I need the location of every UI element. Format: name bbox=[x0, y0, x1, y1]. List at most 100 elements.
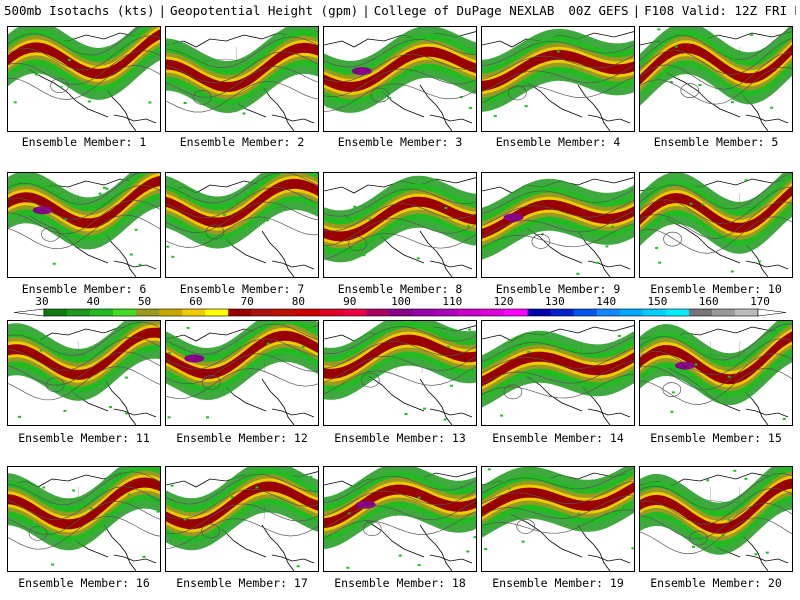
height-contour bbox=[324, 475, 476, 503]
coastline-east bbox=[103, 524, 137, 571]
height-contour bbox=[166, 186, 318, 219]
coastline-east bbox=[419, 230, 453, 277]
isotach-jet bbox=[166, 27, 318, 115]
isotach-speck bbox=[89, 507, 93, 510]
isotach-band-70kt bbox=[482, 46, 634, 94]
isotach-band-80kt bbox=[8, 327, 160, 380]
isotach-speck bbox=[301, 345, 305, 348]
isotach-band-80kt bbox=[324, 46, 476, 92]
isotach-speck bbox=[671, 391, 675, 394]
isotach-speck bbox=[580, 34, 584, 37]
isotach-speck bbox=[468, 106, 472, 109]
member-map-svg bbox=[482, 177, 634, 277]
closed-low-contour bbox=[516, 519, 536, 534]
height-contour bbox=[8, 50, 160, 86]
isotach-speck bbox=[444, 206, 448, 209]
isotach-speck bbox=[326, 105, 330, 108]
isotach-speck bbox=[129, 253, 133, 256]
height-contour bbox=[640, 353, 792, 391]
isotach-speck bbox=[617, 334, 621, 337]
coastline-east bbox=[261, 230, 295, 277]
height-contour bbox=[482, 199, 634, 227]
isotach-speck bbox=[541, 339, 545, 342]
isotach-speck bbox=[124, 376, 128, 379]
title-run: 00Z GEFS bbox=[568, 3, 629, 18]
height-contour bbox=[8, 486, 160, 520]
height-contour bbox=[640, 186, 792, 225]
isotach-speck bbox=[698, 66, 702, 69]
coastline-west bbox=[27, 68, 109, 118]
isotach-speck bbox=[566, 75, 570, 78]
isotach-speck bbox=[368, 218, 372, 221]
isotach-speck bbox=[170, 484, 174, 487]
height-contour bbox=[640, 38, 792, 75]
isotach-speck bbox=[493, 114, 497, 117]
isotach-speck bbox=[67, 357, 71, 360]
isotach-speck bbox=[242, 112, 246, 115]
height-contour bbox=[166, 338, 318, 370]
closed-low-contour bbox=[507, 85, 527, 101]
isotach-speck bbox=[772, 372, 776, 375]
isotach-jet bbox=[640, 27, 792, 109]
height-contour bbox=[482, 509, 634, 534]
isotach-band-80kt bbox=[8, 477, 160, 530]
height-contour bbox=[640, 517, 792, 554]
coastline-gulf bbox=[113, 260, 157, 270]
isotach-speck bbox=[537, 371, 541, 373]
colorbar-swatch bbox=[389, 309, 413, 316]
isotach-speck bbox=[277, 499, 281, 502]
height-contour bbox=[8, 65, 160, 100]
height-contour bbox=[482, 335, 634, 363]
colorbar-swatch bbox=[205, 309, 229, 316]
colorbar-tick-label: 90 bbox=[343, 295, 357, 308]
isotach-speck bbox=[171, 255, 175, 258]
ensemble-member-map bbox=[639, 172, 793, 278]
isotach-jet bbox=[8, 321, 160, 418]
isotach-speck bbox=[701, 203, 705, 206]
member-map-svg bbox=[482, 28, 634, 131]
isotach-jet bbox=[8, 467, 160, 566]
height-contours bbox=[482, 189, 634, 249]
isotach-band-70kt bbox=[8, 324, 160, 383]
height-contour bbox=[166, 201, 318, 233]
isotach-band-80kt bbox=[324, 484, 476, 529]
isotach-speck bbox=[447, 328, 451, 331]
coastline-gulf bbox=[745, 408, 789, 418]
height-contours bbox=[640, 473, 792, 554]
isotach-speck bbox=[42, 486, 46, 489]
height-contours bbox=[8, 471, 160, 550]
isotach-speck bbox=[63, 409, 67, 412]
colorbar-swatch bbox=[458, 309, 482, 316]
ensemble-member-label: Ensemble Member: 10 bbox=[650, 282, 782, 296]
height-contour bbox=[640, 27, 792, 61]
isotach-speck bbox=[577, 512, 581, 515]
ensemble-member-label: Ensemble Member: 2 bbox=[179, 135, 305, 149]
colorbar-swatch bbox=[251, 309, 275, 316]
isotach-speck bbox=[353, 205, 357, 208]
height-contours bbox=[166, 36, 318, 113]
closed-low-contour bbox=[348, 236, 367, 252]
height-contour bbox=[482, 223, 634, 248]
height-contour bbox=[166, 216, 318, 248]
isotach-jet bbox=[166, 467, 318, 568]
ensemble-member-label: Ensemble Member: 8 bbox=[337, 282, 463, 296]
height-contour bbox=[8, 336, 160, 371]
isotach-speck bbox=[510, 233, 514, 236]
coastline-gulf bbox=[113, 114, 157, 124]
isotach-speck bbox=[423, 407, 427, 410]
isotach-speck bbox=[362, 254, 366, 257]
isotach-jet bbox=[8, 27, 160, 104]
isotach-band-80kt bbox=[8, 29, 160, 79]
coastline-north bbox=[482, 325, 634, 342]
ensemble-member-map bbox=[323, 320, 477, 426]
height-contour bbox=[166, 51, 318, 83]
isotach-speck bbox=[497, 393, 501, 396]
isotach-band-60kt bbox=[482, 42, 634, 98]
coastline-east bbox=[577, 84, 611, 131]
colorbar-swatch bbox=[435, 309, 459, 316]
isotach-speck bbox=[529, 467, 533, 470]
ensemble-member-label: Ensemble Member: 1 bbox=[21, 135, 147, 149]
height-contour bbox=[482, 374, 634, 399]
ensemble-member-label: Ensemble Member: 3 bbox=[337, 135, 463, 149]
colorbar-swatch bbox=[711, 309, 736, 316]
